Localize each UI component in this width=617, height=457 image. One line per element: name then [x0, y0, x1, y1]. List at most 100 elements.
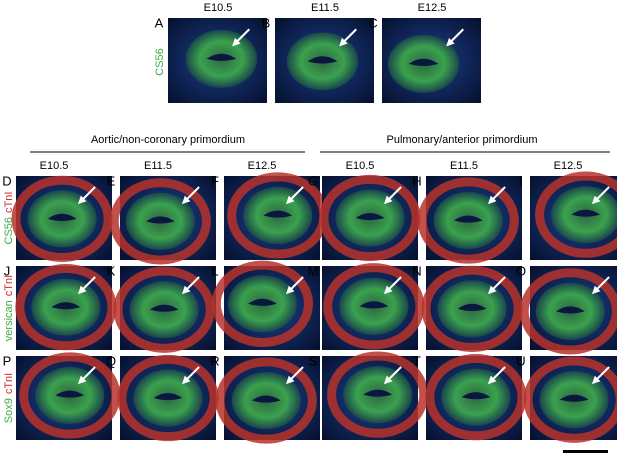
stage-label: E10.5: [40, 160, 69, 172]
myocardium: [117, 354, 219, 442]
arrow: [232, 28, 250, 47]
stage-label: E11.5: [311, 2, 339, 14]
arrow: [487, 366, 506, 385]
myocardium: [215, 357, 317, 444]
lumen: [153, 392, 183, 401]
micrograph-panel: F: [211, 172, 329, 260]
lumen: [453, 215, 483, 223]
panel-letter: A: [155, 15, 164, 30]
panel-letter: T: [413, 353, 421, 368]
panel-letter: H: [412, 173, 421, 188]
row-label: versican cTnI: [3, 275, 15, 341]
panel-letter: L: [211, 263, 218, 278]
stage-label: E12.5: [418, 2, 447, 14]
lumen: [363, 389, 393, 397]
panel-letter: S: [309, 353, 318, 368]
myocardium: [417, 177, 519, 264]
myocardium: [523, 356, 617, 443]
lumen: [555, 306, 585, 314]
panel-letter: Q: [106, 353, 116, 368]
micrograph-panel: T: [413, 353, 527, 441]
arrow: [446, 28, 464, 47]
arrow: [339, 28, 357, 47]
arrow: [285, 366, 304, 385]
counterstain-label: cTnI: [3, 192, 15, 213]
arrow: [591, 276, 610, 295]
panel-letter: K: [107, 263, 116, 278]
micrograph-panel: S: [309, 351, 429, 440]
micrograph-panel: R: [210, 353, 320, 444]
panel-letter: N: [412, 263, 421, 278]
stage-label: E11.5: [144, 160, 172, 172]
micrograph-panel: U: [516, 353, 617, 443]
arrow: [181, 276, 200, 295]
micrograph-panel: D: [2, 173, 113, 262]
group-label: Pulmonary/anterior primordium: [387, 134, 538, 146]
lumen: [47, 213, 77, 221]
lumen: [355, 212, 385, 221]
lumen: [145, 216, 175, 224]
arrow: [77, 186, 96, 205]
lumen: [457, 303, 487, 311]
group-label: Aortic/non-coronary primordium: [91, 134, 245, 146]
micrograph-panel: L: [211, 260, 320, 350]
arrow: [181, 366, 200, 385]
lumen: [55, 390, 85, 398]
lumen: [263, 210, 293, 218]
marker-label: CS56: [154, 48, 166, 76]
lumen: [206, 53, 237, 61]
myocardium: [11, 175, 113, 262]
marker-label: versican: [3, 300, 15, 341]
lumen: [559, 394, 589, 402]
arrow: [383, 186, 402, 205]
lumen: [251, 395, 281, 403]
lumen: [149, 304, 179, 312]
micrograph-panel: B: [262, 15, 374, 103]
myocardium: [519, 268, 617, 355]
micrograph-panel: K: [107, 263, 216, 353]
lumen: [248, 298, 277, 306]
myocardium: [425, 354, 527, 441]
myocardium: [421, 265, 523, 352]
arrow: [285, 276, 304, 295]
panel-letter: P: [3, 353, 12, 368]
micrograph-panel: H: [412, 173, 522, 264]
arrow: [383, 276, 402, 295]
counterstain-label: cTnI: [3, 373, 15, 394]
panel-letter: C: [368, 15, 377, 30]
arrow: [77, 366, 96, 385]
micrograph-panel: J: [4, 263, 117, 351]
panel-letter: B: [262, 15, 271, 30]
micrograph-panel: C: [368, 15, 481, 103]
myocardium: [535, 171, 617, 258]
panel-letter: F: [211, 173, 219, 188]
stage-label: E12.5: [248, 160, 277, 172]
myocardium: [211, 260, 313, 347]
stage-label: E10.5: [204, 2, 233, 14]
myocardium: [327, 351, 429, 438]
row-label: Sox9 cTnI: [3, 373, 15, 423]
panel-letter: J: [4, 263, 11, 278]
micrograph-panel: I: [519, 171, 617, 260]
micrograph-panel: N: [412, 263, 523, 352]
arrow: [487, 276, 506, 295]
panel-letter: D: [2, 173, 11, 188]
lumen: [461, 392, 491, 400]
panel-letter: G: [308, 173, 318, 188]
micrograph-panel: O: [516, 263, 617, 355]
scale-bar: [563, 450, 608, 453]
stage-label: E11.5: [450, 160, 478, 172]
micrograph-panel: P: [3, 352, 121, 440]
micrograph-panel: M: [308, 263, 425, 350]
panel-letter: U: [516, 353, 525, 368]
lumen: [571, 209, 601, 217]
arrow: [181, 186, 200, 205]
arrow: [77, 276, 96, 295]
panel-letter: R: [210, 353, 219, 368]
micrograph-panel: Q: [106, 353, 219, 442]
panel-letter: I: [519, 173, 523, 188]
myocardium: [319, 174, 421, 262]
arrow: [285, 186, 304, 205]
myocardium: [19, 352, 121, 439]
lumen: [408, 58, 439, 67]
